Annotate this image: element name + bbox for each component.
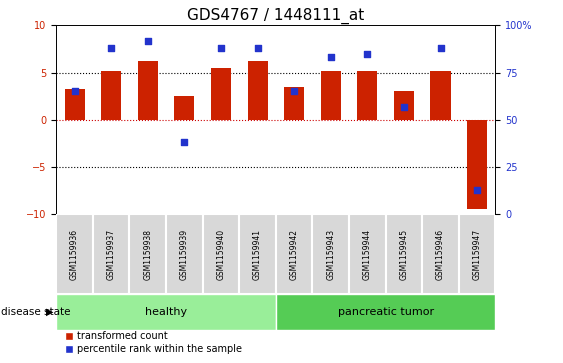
Bar — [129, 214, 166, 294]
Text: GSM1159938: GSM1159938 — [144, 229, 152, 280]
Bar — [467, 120, 487, 209]
Text: GSM1159944: GSM1159944 — [363, 229, 372, 280]
Bar — [284, 87, 304, 120]
Bar — [239, 214, 276, 294]
Bar — [56, 294, 276, 330]
Bar — [248, 61, 267, 120]
Point — [290, 89, 299, 94]
Point — [363, 51, 372, 57]
Text: GSM1159945: GSM1159945 — [400, 229, 408, 280]
Bar — [56, 214, 93, 294]
Text: GSM1159937: GSM1159937 — [107, 229, 115, 280]
Bar — [431, 71, 450, 120]
Bar — [276, 294, 495, 330]
Bar — [65, 89, 84, 120]
Text: pancreatic tumor: pancreatic tumor — [338, 307, 434, 317]
Bar — [101, 71, 121, 120]
Text: GSM1159940: GSM1159940 — [217, 229, 225, 280]
Text: disease state: disease state — [1, 307, 70, 317]
Point — [107, 45, 116, 51]
Bar — [175, 96, 194, 120]
Text: GSM1159947: GSM1159947 — [473, 229, 481, 280]
Bar — [358, 71, 377, 120]
Point — [326, 54, 335, 60]
Bar — [394, 91, 414, 120]
Point — [400, 104, 409, 110]
Title: GDS4767 / 1448111_at: GDS4767 / 1448111_at — [187, 8, 364, 24]
Point — [143, 38, 152, 44]
Point — [216, 45, 225, 51]
Text: ▶: ▶ — [46, 307, 53, 317]
Text: healthy: healthy — [145, 307, 187, 317]
Bar — [203, 214, 239, 294]
Bar — [321, 71, 341, 120]
Bar — [312, 214, 349, 294]
Bar — [276, 214, 312, 294]
Bar — [459, 214, 495, 294]
Text: GSM1159936: GSM1159936 — [70, 229, 79, 280]
Text: GSM1159942: GSM1159942 — [290, 229, 298, 280]
Point — [436, 45, 445, 51]
Point — [70, 89, 79, 94]
Point — [253, 45, 262, 51]
Bar — [138, 61, 158, 120]
Text: GSM1159941: GSM1159941 — [253, 229, 262, 280]
Legend: transformed count, percentile rank within the sample: transformed count, percentile rank withi… — [61, 327, 245, 358]
Bar — [93, 214, 129, 294]
Bar — [422, 214, 459, 294]
Bar — [349, 214, 386, 294]
Point — [472, 187, 481, 192]
Bar — [386, 214, 422, 294]
Text: GSM1159943: GSM1159943 — [327, 229, 335, 280]
Text: GSM1159939: GSM1159939 — [180, 229, 189, 280]
Point — [180, 139, 189, 145]
Text: GSM1159946: GSM1159946 — [436, 229, 445, 280]
Bar — [166, 214, 203, 294]
Bar — [211, 68, 231, 120]
